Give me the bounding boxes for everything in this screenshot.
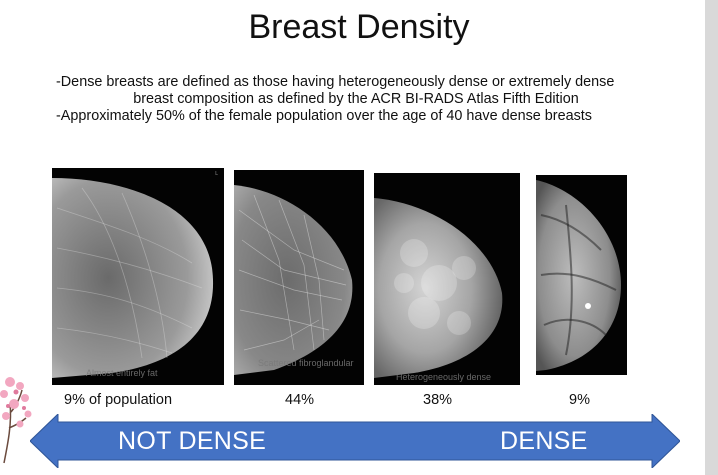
overlay-label-fatty: Almost entirely fat	[86, 368, 158, 378]
bullet-1-line-2: breast composition as defined by the ACR…	[133, 91, 579, 107]
arrow-label-not-dense: NOT DENSE	[118, 427, 267, 455]
mammogram-extremely-dense	[536, 175, 627, 375]
bullet-2: -Approximately 50% of the female populat…	[56, 108, 592, 124]
caption-extremely-dense: 9%	[569, 392, 590, 408]
bullet-list: -Dense breasts are defined as those havi…	[56, 74, 656, 125]
caption-scattered: 44%	[285, 392, 315, 408]
mammogram-scattered	[234, 170, 364, 385]
overlay-label-scattered: Scattered fibroglandular	[258, 358, 354, 368]
mammogram-heterogeneous	[374, 173, 520, 385]
overlay-label-heterogeneous: Heterogeneously dense	[396, 372, 492, 382]
cherry-blossom-decoration	[0, 377, 32, 464]
slide-title: Breast Density	[248, 8, 470, 46]
caption-heterogeneous: 38%	[423, 392, 453, 408]
bullet-1-line-1: -Dense breasts are defined as those havi…	[56, 74, 615, 90]
density-arrow: NOT DENSE DENSE	[29, 412, 681, 470]
image-marker: L	[215, 171, 218, 177]
arrow-label-dense: DENSE	[500, 427, 588, 455]
side-panel-edge	[705, 0, 718, 475]
mammogram-fatty: L	[52, 168, 224, 385]
caption-fatty: 9% of population	[64, 392, 173, 408]
